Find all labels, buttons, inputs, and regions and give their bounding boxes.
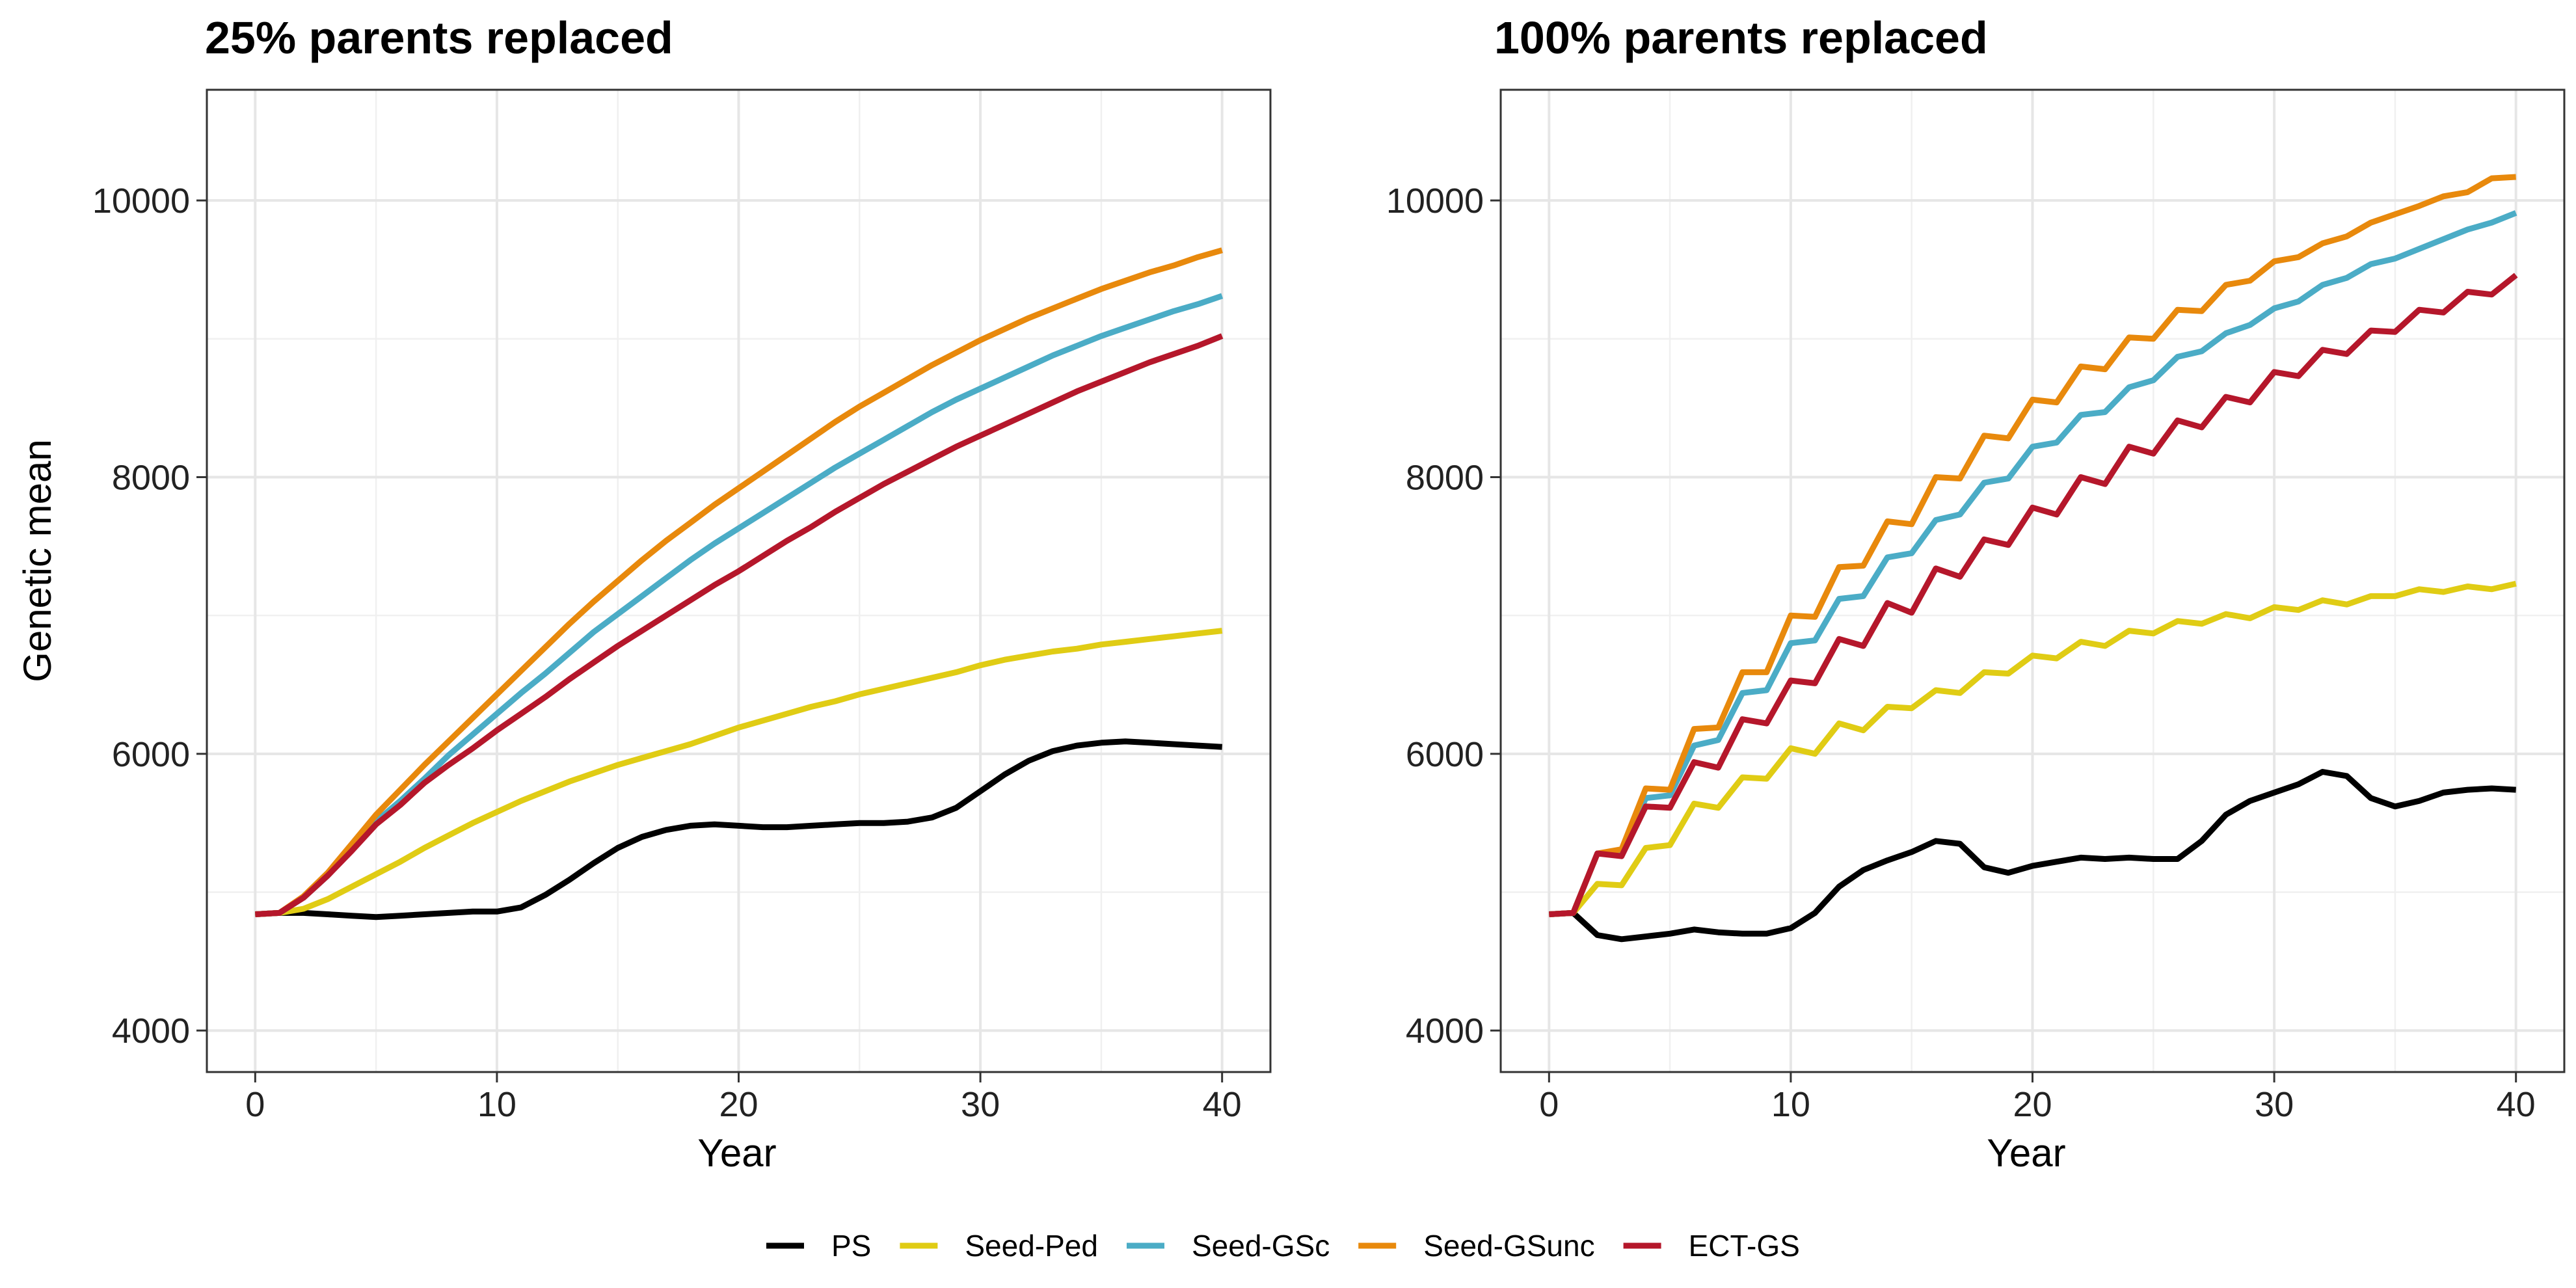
y-tick-label: 10000 [92, 181, 190, 221]
legend-item: Seed-GSunc [1358, 1229, 1595, 1263]
legend-label: Seed-Ped [965, 1229, 1098, 1263]
panel-title: 100% parents replaced [1494, 12, 1988, 63]
y-tick-label: 6000 [112, 735, 190, 774]
legend: PS Seed-Ped Seed-GSc Seed-GSunc ECT-GS [766, 1229, 1800, 1263]
x-axis-label: Year [697, 1131, 776, 1175]
x-tick-label: 0 [245, 1085, 265, 1124]
series-line-seed-ped [255, 628, 1223, 917]
series-line-seed-gsc [255, 293, 1224, 917]
panel-25-percent: 25% parents replaced Genetic mean Year 0… [16, 12, 1272, 1175]
legend-label: Seed-GSunc [1423, 1229, 1594, 1263]
grid [1501, 90, 2564, 1072]
panel-100-percent: 100% parents replaced Year 0 10 20 30 40 4000… [1386, 12, 2566, 1175]
series-line-ect-gs [255, 333, 1224, 917]
legend-label: ECT-GS [1689, 1229, 1800, 1263]
series-line-seed-ped [1549, 580, 2517, 917]
x-tick-label: 10 [477, 1085, 517, 1124]
x-tick-label: 30 [961, 1085, 1000, 1124]
panel-title: 25% parents replaced [205, 12, 673, 63]
legend-label: PS [831, 1229, 871, 1263]
ticks: 0 10 20 30 40 4000 6000 8000 10000 [92, 181, 1242, 1124]
series-line-seed-gsc [1549, 210, 2517, 917]
series-line-seed-gsunc [255, 247, 1223, 917]
y-tick-label: 8000 [112, 458, 190, 497]
series-line-ect-gs [1549, 273, 2518, 917]
y-tick-label: 8000 [1406, 458, 1484, 497]
x-tick-label: 0 [1539, 1085, 1559, 1124]
x-tick-label: 20 [2013, 1085, 2052, 1124]
x-tick-label: 40 [1203, 1085, 1242, 1124]
series-line-ps [1549, 769, 2516, 943]
series-lines [1549, 174, 2518, 943]
legend-item: Seed-Ped [900, 1229, 1098, 1263]
x-tick-label: 30 [2255, 1085, 2294, 1124]
y-tick-label: 4000 [112, 1012, 190, 1051]
x-axis-label: Year [1987, 1131, 2065, 1175]
panel-border [1499, 88, 2566, 1073]
series-line-ps [255, 738, 1222, 920]
series-lines [255, 247, 1224, 920]
legend-item: ECT-GS [1623, 1229, 1800, 1263]
ticks: 0 10 20 30 40 4000 6000 8000 10000 [1386, 181, 2536, 1124]
y-axis-label: Genetic mean [16, 439, 59, 682]
legend-item: Seed-GSc [1126, 1229, 1330, 1263]
x-tick-label: 40 [2497, 1085, 2536, 1124]
panel-border [206, 88, 1272, 1073]
x-tick-label: 20 [719, 1085, 758, 1124]
y-tick-label: 4000 [1406, 1012, 1484, 1051]
x-tick-label: 10 [1771, 1085, 1810, 1124]
y-tick-label: 10000 [1386, 181, 1484, 221]
legend-item: PS [766, 1229, 871, 1263]
series-line-seed-gsunc [1549, 174, 2516, 917]
y-tick-label: 6000 [1406, 735, 1484, 774]
grid [207, 90, 1270, 1072]
legend-label: Seed-GSc [1192, 1229, 1330, 1263]
